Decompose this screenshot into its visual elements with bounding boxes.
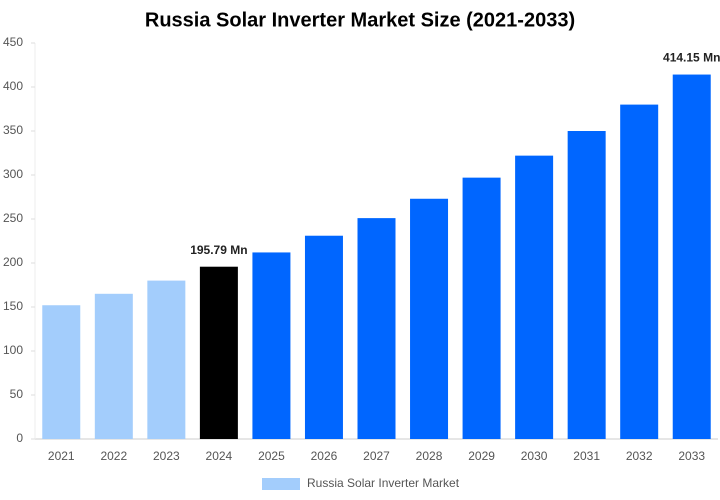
value-label: 414.15 Mn [663,51,720,65]
y-tick-label: 250 [3,211,23,225]
y-tick-label: 0 [16,431,23,445]
bar [620,104,659,439]
y-tick-label: 450 [3,35,23,49]
bar [672,74,711,439]
y-tick-label: 150 [3,299,23,313]
x-tick-label: 2029 [468,449,495,463]
x-tick-label: 2030 [521,449,548,463]
bar [567,131,606,439]
x-tick-label: 2032 [626,449,653,463]
y-tick-label: 200 [3,255,23,269]
x-tick-label: 2022 [100,449,127,463]
bar [42,305,81,439]
x-tick-label: 2028 [416,449,443,463]
x-tick-label: 2026 [311,449,338,463]
bar [94,293,133,439]
y-tick-label: 50 [10,387,24,401]
bar [462,177,501,439]
bar [515,155,554,439]
legend-label: Russia Solar Inverter Market [307,476,460,490]
x-tick-label: 2033 [678,449,705,463]
bar [147,280,186,439]
chart-title: Russia Solar Inverter Market Size (2021-… [145,9,575,31]
x-tick-label: 2027 [363,449,390,463]
bar [357,218,396,439]
x-tick-label: 2021 [48,449,75,463]
y-tick-label: 300 [3,167,23,181]
y-tick-label: 100 [3,343,23,357]
x-tick-label: 2023 [153,449,180,463]
bar [304,235,343,439]
y-tick-label: 400 [3,79,23,93]
value-label: 195.79 Mn [190,243,247,257]
bar [252,252,291,439]
y-tick-label: 350 [3,123,23,137]
x-tick-label: 2025 [258,449,285,463]
x-tick-label: 2024 [206,449,233,463]
bar [410,198,449,439]
x-tick-label: 2031 [573,449,600,463]
legend-swatch [262,478,300,490]
bar [199,266,238,439]
